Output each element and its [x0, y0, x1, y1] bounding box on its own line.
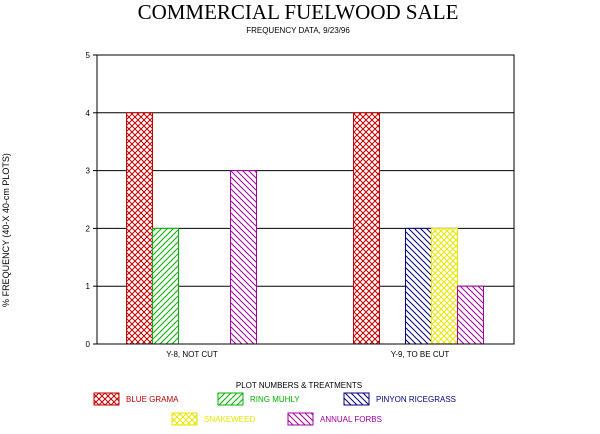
bar-annual-forbs-y-8-not-cut — [230, 170, 257, 345]
bar-pinyon-ricegrass-y-9-to-be-cut — [405, 227, 432, 345]
x-category-labels: Y-8, NOT CUT Y-9, TO BE CUT — [166, 350, 449, 359]
legend-label: ANNUAL FORBS — [320, 415, 382, 424]
bar-annual-forbs-y-9-to-be-cut — [457, 285, 484, 345]
legend-swatch — [287, 412, 314, 426]
legend-item-ring-muhly: RING MUHLY — [217, 392, 300, 406]
plot-frame — [96, 54, 515, 345]
legend-swatch — [217, 392, 244, 406]
legend: BLUE GRAMA RING MUHLY PINYON RICEGRASS SNAK… — [93, 392, 456, 426]
axes — [93, 54, 515, 345]
legend-swatch — [343, 392, 370, 406]
bar-blue-grama-y-9-to-be-cut — [353, 112, 380, 345]
legend-swatch — [171, 412, 198, 426]
y-tick-label: 2 — [86, 224, 91, 233]
legend-swatch — [93, 392, 120, 406]
chart-subtitle: FREQUENCY DATA, 9/23/96 — [246, 26, 350, 35]
y-axis-label: % FREQUENCY (40-X 40-cm PLOTS) — [1, 153, 11, 307]
x-category-label: Y-8, NOT CUT — [166, 350, 218, 359]
y-tick-label: 4 — [86, 109, 91, 118]
legend-label: RING MUHLY — [250, 395, 300, 404]
y-tick-label: 1 — [86, 282, 91, 291]
legend-title: PLOT NUMBERS & TREATMENTS — [236, 381, 362, 390]
legend-item-pinyon-ricegrass: PINYON RICEGRASS — [343, 392, 456, 406]
legend-label: PINYON RICEGRASS — [376, 395, 456, 404]
y-tick-labels: 0 1 2 3 4 5 — [86, 51, 91, 349]
y-tick-label: 3 — [86, 167, 91, 176]
legend-label: SNAKEWEED — [204, 415, 255, 424]
legend-item-blue-grama: BLUE GRAMA — [93, 392, 179, 406]
bar-snakeweed-y-9-to-be-cut — [431, 227, 458, 345]
x-category-label: Y-9, TO BE CUT — [391, 350, 450, 359]
legend-item-annual-forbs: ANNUAL FORBS — [287, 412, 382, 426]
bar-blue-grama-y-8-not-cut — [126, 112, 153, 345]
legend-item-snakeweed: SNAKEWEED — [171, 412, 255, 426]
y-tick-label: 0 — [86, 340, 91, 349]
legend-label: BLUE GRAMA — [126, 395, 179, 404]
bar-ring-muhly-y-8-not-cut — [152, 227, 179, 345]
y-tick-label: 5 — [86, 51, 91, 60]
bars — [126, 112, 484, 345]
chart-title: COMMERCIAL FUELWOOD SALE — [138, 0, 459, 24]
